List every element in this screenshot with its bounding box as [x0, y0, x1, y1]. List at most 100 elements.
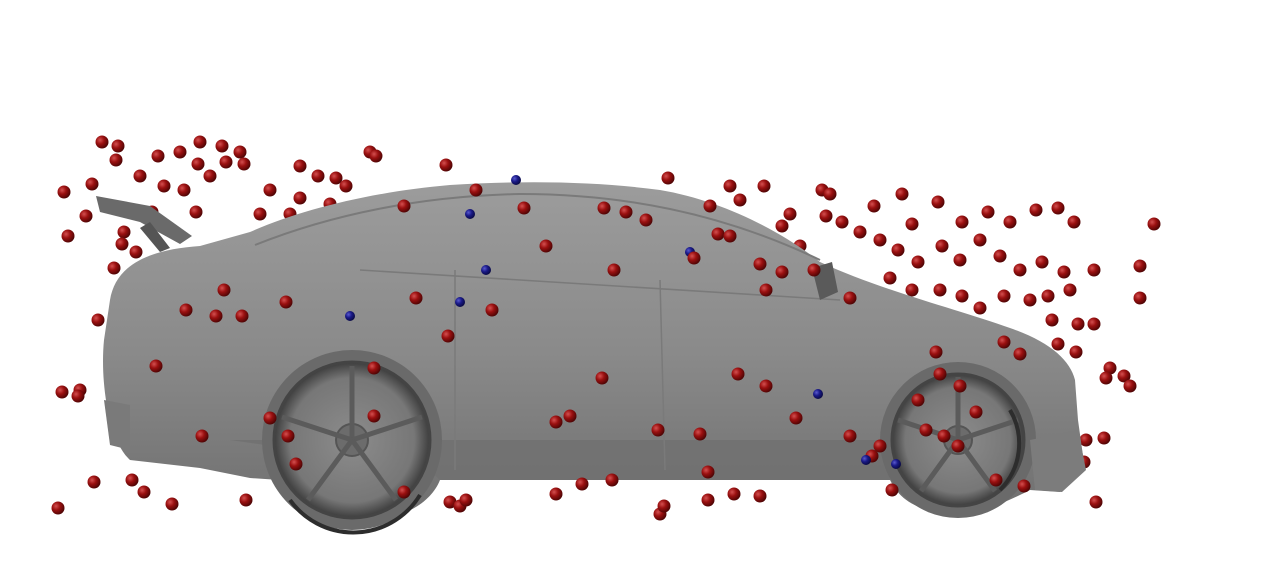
- red-particle: [115, 237, 129, 251]
- red-particle: [727, 487, 741, 501]
- red-particle: [1103, 361, 1117, 375]
- red-particle: [87, 475, 101, 489]
- red-particle: [783, 207, 797, 221]
- red-particle: [973, 233, 987, 247]
- particles-front-layer: [149, 175, 1031, 521]
- red-particle: [919, 423, 933, 437]
- red-particle: [703, 199, 717, 213]
- red-particle: [1041, 289, 1055, 303]
- red-particle: [279, 295, 293, 309]
- red-particle: [883, 271, 897, 285]
- red-particle: [657, 499, 671, 513]
- red-particle: [969, 405, 983, 419]
- red-particle: [1023, 293, 1037, 307]
- red-particle: [1123, 379, 1137, 393]
- red-particle: [339, 179, 353, 193]
- red-particle: [129, 245, 143, 259]
- red-particle: [517, 201, 531, 215]
- red-particle: [933, 367, 947, 381]
- red-particle: [1097, 431, 1111, 445]
- red-particle: [469, 183, 483, 197]
- red-particle: [1057, 265, 1071, 279]
- red-particle: [1051, 201, 1065, 215]
- red-particle: [1117, 369, 1131, 383]
- red-particle: [757, 179, 771, 193]
- red-particle: [157, 179, 171, 193]
- red-particle: [239, 493, 253, 507]
- red-particle: [997, 289, 1011, 303]
- red-particle: [137, 485, 151, 499]
- red-particle: [687, 251, 701, 265]
- red-particle: [1035, 255, 1049, 269]
- red-particle: [753, 257, 767, 271]
- red-particle: [263, 183, 277, 197]
- front-bumper: [1030, 430, 1086, 492]
- red-particle: [819, 209, 833, 223]
- red-particle: [397, 199, 411, 213]
- red-particle: [281, 429, 295, 443]
- red-particle: [409, 291, 423, 305]
- red-particle: [443, 495, 457, 509]
- red-particle: [731, 367, 745, 381]
- red-particle: [263, 411, 277, 425]
- red-particle: [575, 477, 589, 491]
- red-particle: [711, 227, 725, 241]
- red-particle: [441, 329, 455, 343]
- red-particle: [867, 199, 881, 213]
- red-particle: [233, 145, 247, 159]
- red-particle: [203, 169, 217, 183]
- red-particle: [885, 483, 899, 497]
- red-particle: [981, 205, 995, 219]
- red-particle: [701, 465, 715, 479]
- red-particle: [1133, 259, 1147, 273]
- red-particle: [61, 229, 75, 243]
- red-particle: [775, 219, 789, 233]
- window-line: [254, 192, 821, 261]
- blue-particle: [465, 209, 475, 219]
- red-particle: [843, 429, 857, 443]
- red-particle: [905, 217, 919, 231]
- red-particle: [661, 171, 675, 185]
- red-particle: [723, 179, 737, 193]
- red-particle: [125, 473, 139, 487]
- red-particle: [911, 255, 925, 269]
- red-particle: [1013, 263, 1027, 277]
- red-particle: [775, 265, 789, 279]
- red-particle: [367, 409, 381, 423]
- red-particle: [111, 139, 125, 153]
- red-particle: [173, 145, 187, 159]
- red-particle: [895, 187, 909, 201]
- red-particle: [929, 345, 943, 359]
- red-particle: [1087, 317, 1101, 331]
- blue-particle: [813, 389, 823, 399]
- red-particle: [1029, 203, 1043, 217]
- red-particle: [293, 159, 307, 173]
- red-particle: [997, 335, 1011, 349]
- red-particle: [107, 261, 121, 275]
- red-particle: [57, 185, 71, 199]
- red-particle: [55, 385, 69, 399]
- red-particle: [1079, 433, 1093, 447]
- red-particle: [789, 411, 803, 425]
- red-particle: [193, 135, 207, 149]
- red-particle: [951, 439, 965, 453]
- red-particle: [237, 157, 251, 171]
- red-particle: [953, 379, 967, 393]
- red-particle: [1099, 371, 1113, 385]
- red-particle: [189, 205, 203, 219]
- red-particle: [177, 183, 191, 197]
- red-particle: [873, 439, 887, 453]
- red-particle: [165, 497, 179, 511]
- red-particle: [835, 215, 849, 229]
- red-particle: [931, 195, 945, 209]
- red-particle: [1003, 215, 1017, 229]
- red-particle: [701, 493, 715, 507]
- red-particle: [133, 169, 147, 183]
- red-particle: [955, 215, 969, 229]
- blue-particle: [891, 459, 901, 469]
- red-particle: [563, 409, 577, 423]
- red-particle: [723, 229, 737, 243]
- red-particle: [95, 135, 109, 149]
- red-particle: [973, 301, 987, 315]
- red-particle: [439, 158, 453, 172]
